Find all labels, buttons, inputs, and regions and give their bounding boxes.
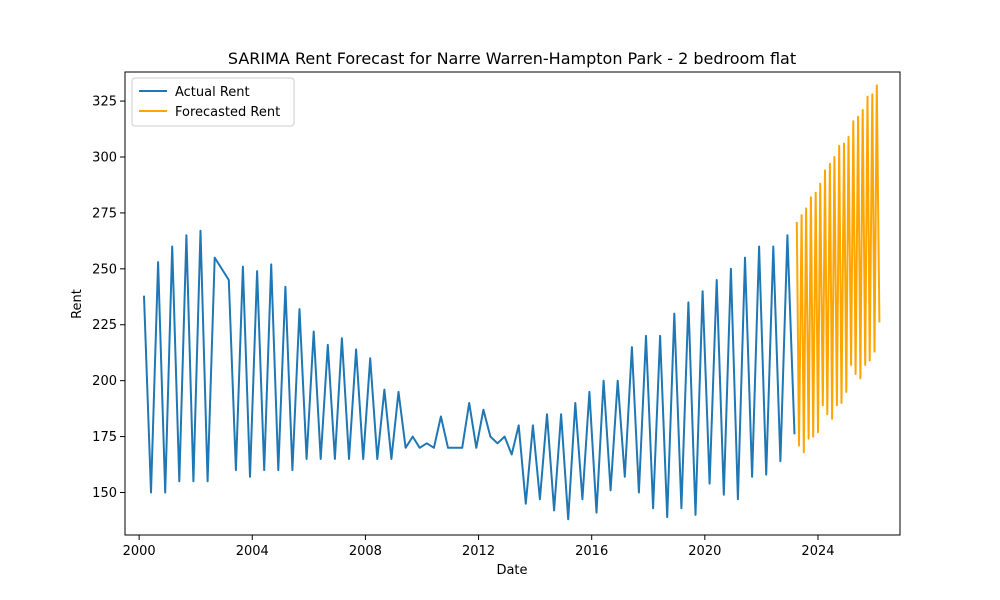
series-line-actual-rent bbox=[143, 229, 796, 521]
plot-area bbox=[143, 84, 881, 521]
x-axis-label: Date bbox=[496, 563, 527, 578]
legend-label-forecasted-rent: Forecasted Rent bbox=[175, 105, 280, 120]
y-tick-label: 200 bbox=[92, 374, 117, 389]
legend-box bbox=[131, 77, 295, 127]
x-tick-label: 2024 bbox=[801, 544, 834, 559]
y-axis: 150 175 200 225 250 275 300 325 bbox=[92, 95, 125, 501]
chart-title: SARIMA Rent Forecast for Narre Warren-Ha… bbox=[228, 49, 796, 68]
x-tick-label: 2020 bbox=[688, 544, 721, 559]
x-tick-label: 2004 bbox=[236, 544, 269, 559]
x-axis: 2000 2004 2008 2012 2016 2020 2024 bbox=[123, 535, 835, 559]
x-tick-label: 2008 bbox=[349, 544, 382, 559]
y-tick-label: 275 bbox=[92, 206, 117, 221]
plot-frame bbox=[124, 71, 901, 536]
legend: Actual Rent Forecasted Rent bbox=[131, 77, 295, 127]
legend-label-actual-rent: Actual Rent bbox=[175, 85, 250, 100]
y-axis-label: Rent bbox=[70, 289, 85, 319]
y-tick-label: 325 bbox=[92, 95, 117, 110]
y-tick-label: 175 bbox=[92, 430, 117, 445]
y-tick-label: 300 bbox=[92, 150, 117, 165]
y-tick-label: 150 bbox=[92, 486, 117, 501]
x-tick-label: 2016 bbox=[575, 544, 608, 559]
y-tick-label: 225 bbox=[92, 318, 117, 333]
x-tick-label: 2000 bbox=[123, 544, 156, 559]
y-tick-label: 250 bbox=[92, 262, 117, 277]
x-tick-label: 2012 bbox=[462, 544, 495, 559]
series-line-forecasted-rent bbox=[795, 84, 881, 454]
